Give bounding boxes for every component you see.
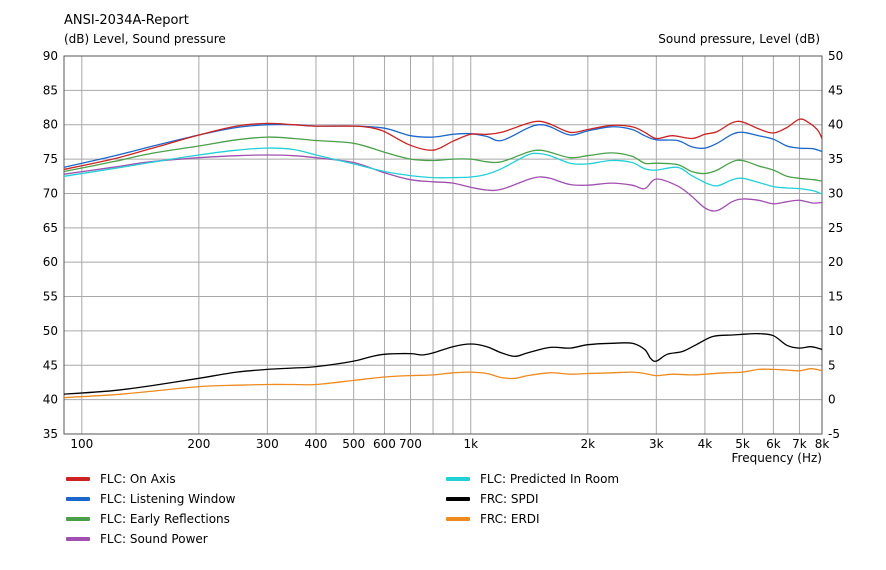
x-tick-label: 400 bbox=[305, 437, 328, 451]
legend-swatch-erdi bbox=[446, 517, 470, 521]
legend-item-listening-window: FLC: Listening Window bbox=[66, 489, 235, 509]
y-left-tick-label: 75 bbox=[43, 152, 58, 166]
x-tick-label: 500 bbox=[342, 437, 365, 451]
x-tick-label: 4k bbox=[698, 437, 713, 451]
x-tick-label: 300 bbox=[256, 437, 279, 451]
y-left-tick-label: 90 bbox=[43, 49, 58, 63]
y-right-tick-label: 35 bbox=[828, 152, 843, 166]
legend-label-spdi: FRC: SPDI bbox=[480, 492, 539, 506]
y-right-tick-label: 25 bbox=[828, 221, 843, 235]
legend-item-spdi: FRC: SPDI bbox=[446, 489, 619, 509]
legend-swatch-early-reflections bbox=[66, 517, 90, 521]
y-right-tick-label: 5 bbox=[828, 358, 836, 372]
series-line-flc-predicted-in-room bbox=[63, 147, 823, 195]
legend-item-erdi: FRC: ERDI bbox=[446, 509, 619, 529]
series-line-flc-on-axis bbox=[63, 118, 823, 171]
legend-label-listening-window: FLC: Listening Window bbox=[100, 492, 236, 506]
y-left-tick-label: 80 bbox=[43, 118, 58, 132]
y-right-tick-label: 0 bbox=[828, 393, 836, 407]
y-left-tick-label: 55 bbox=[43, 290, 58, 304]
y-right-tick-label: 40 bbox=[828, 118, 843, 132]
legend-label-on-axis: FLC: On Axis bbox=[100, 472, 176, 486]
legend-label-predicted-in-room: FLC: Predicted In Room bbox=[480, 472, 620, 486]
legend-swatch-on-axis bbox=[66, 477, 90, 481]
y-left-tick-label: 35 bbox=[43, 427, 58, 441]
legend-label-erdi: FRC: ERDI bbox=[480, 512, 540, 526]
legend-swatch-predicted-in-room bbox=[446, 477, 470, 481]
x-tick-label: 600 bbox=[373, 437, 396, 451]
x-tick-label: 2k bbox=[581, 437, 596, 451]
x-tick-label: 8k bbox=[815, 437, 830, 451]
y-right-tick-label: 30 bbox=[828, 186, 843, 200]
right-axis-label: Sound pressure, Level (dB) bbox=[658, 32, 820, 46]
legend-column-left: FLC: On Axis FLC: Listening Window FLC: … bbox=[66, 469, 235, 549]
legend-item-early-reflections: FLC: Early Reflections bbox=[66, 509, 235, 529]
y-left-tick-label: 85 bbox=[43, 83, 58, 97]
y-left-tick-label: 50 bbox=[43, 324, 58, 338]
x-tick-label: 7k bbox=[792, 437, 807, 451]
chart-title: ANSI-2034A-Report bbox=[64, 13, 189, 28]
y-right-tick-label: -5 bbox=[828, 427, 840, 441]
series-line-flc-early-reflections bbox=[63, 136, 823, 182]
x-tick-label: 3k bbox=[649, 437, 664, 451]
legend-swatch-spdi bbox=[446, 497, 470, 501]
y-right-tick-label: 20 bbox=[828, 255, 843, 269]
x-tick-label: 1k bbox=[463, 437, 478, 451]
series-line-frc-spdi bbox=[63, 332, 823, 395]
left-axis-label: (dB) Level, Sound pressure bbox=[64, 32, 226, 46]
x-tick-label: 6k bbox=[766, 437, 781, 451]
y-left-tick-label: 60 bbox=[43, 255, 58, 269]
y-right-tick-label: 10 bbox=[828, 324, 843, 338]
legend-label-sound-power: FLC: Sound Power bbox=[100, 532, 208, 546]
x-axis-label: Frequency (Hz) bbox=[732, 451, 823, 465]
y-right-tick-label: 15 bbox=[828, 290, 843, 304]
legend-swatch-listening-window bbox=[66, 497, 90, 501]
y-left-tick-label: 40 bbox=[43, 393, 58, 407]
legend-swatch-sound-power bbox=[66, 537, 90, 541]
x-tick-label: 5k bbox=[735, 437, 750, 451]
legend-item-predicted-in-room: FLC: Predicted In Room bbox=[446, 469, 619, 489]
series-line-flc-sound-power bbox=[63, 154, 823, 212]
legend-item-on-axis: FLC: On Axis bbox=[66, 469, 235, 489]
x-tick-label: 700 bbox=[399, 437, 422, 451]
y-left-tick-label: 45 bbox=[43, 358, 58, 372]
x-tick-label: 200 bbox=[187, 437, 210, 451]
series-line-frc-erdi bbox=[63, 368, 823, 399]
y-left-tick-label: 65 bbox=[43, 221, 58, 235]
y-right-tick-label: 45 bbox=[828, 83, 843, 97]
legend-column-right: FLC: Predicted In Room FRC: SPDI FRC: ER… bbox=[446, 469, 619, 529]
legend-label-early-reflections: FLC: Early Reflections bbox=[100, 512, 230, 526]
plot-frame bbox=[63, 55, 823, 435]
legend-item-sound-power: FLC: Sound Power bbox=[66, 529, 235, 549]
y-right-tick-label: 50 bbox=[828, 49, 843, 63]
x-tick-label: 100 bbox=[70, 437, 93, 451]
y-left-tick-label: 70 bbox=[43, 186, 58, 200]
